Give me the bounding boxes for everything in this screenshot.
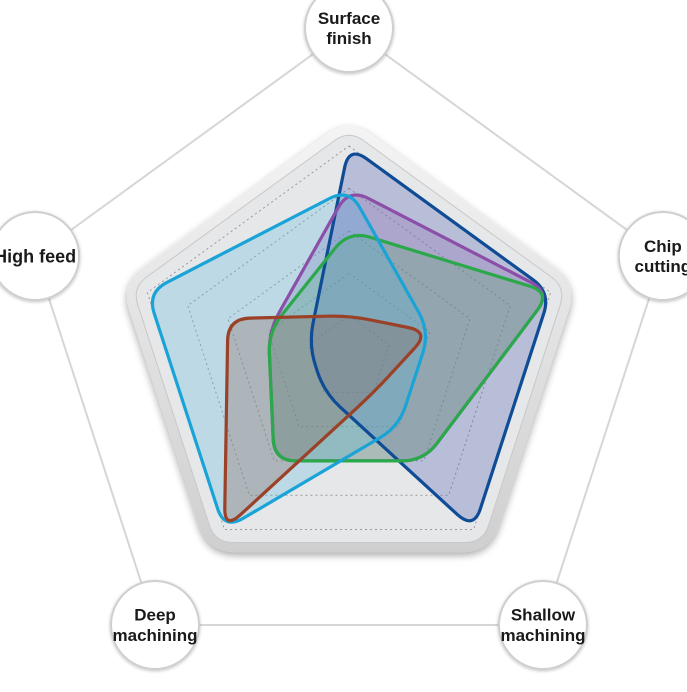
axis-label-text: Deep [134, 606, 176, 625]
chart-plot-area [135, 134, 563, 543]
series-layer [150, 152, 548, 524]
gridline-layer [146, 145, 552, 531]
series-4-line [150, 193, 428, 524]
series-3-line [267, 233, 545, 463]
axis-label-text: cutting [635, 257, 687, 276]
axis-label-circle [0, 211, 81, 302]
axis-label-text: Shallow [511, 606, 576, 625]
outer-frame-pentagon [33, 26, 665, 626]
axis-label-layer: SurfacefinishChipcuttingShallowmachining… [0, 0, 687, 670]
axis-label-circle [304, 0, 394, 73]
axis-label-5: High feed [0, 211, 81, 302]
series-5-line [223, 314, 423, 523]
gridline-level-4 [187, 187, 511, 496]
axis-label-circle [617, 211, 687, 302]
axis-label-circle [497, 579, 588, 670]
chart-bezel-layer [126, 126, 572, 553]
axis-label-text: High feed [0, 246, 76, 266]
axis-label-text: machining [113, 626, 198, 645]
series-5-area [224, 316, 421, 521]
series-4-area [152, 195, 426, 523]
axis-label-text: Chip [644, 237, 682, 256]
outer-pentagon-layer [33, 26, 665, 626]
series-1-area [311, 154, 546, 521]
axis-label-circle [110, 579, 201, 670]
axis-label-text: machining [500, 626, 585, 645]
axis-label-text: finish [326, 29, 371, 48]
gridline-level-2 [267, 272, 431, 428]
series-1-line [309, 152, 548, 523]
gridline-level-1 [308, 314, 390, 393]
axis-label-text: Surface [318, 9, 380, 28]
